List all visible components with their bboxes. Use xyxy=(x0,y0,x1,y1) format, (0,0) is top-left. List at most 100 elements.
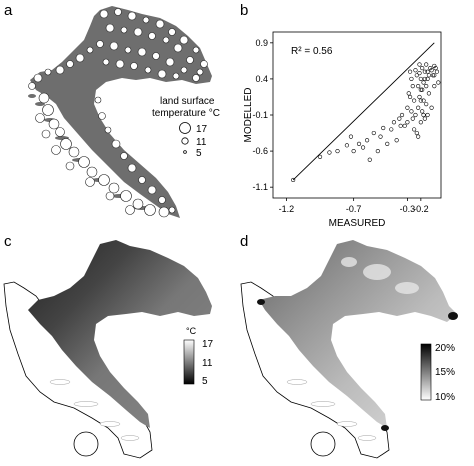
legend-entry-11: 11 xyxy=(196,137,207,148)
station-marker xyxy=(144,204,156,216)
scatter-point xyxy=(421,98,426,103)
x-axis-label: MEASURED xyxy=(329,218,386,229)
station-marker xyxy=(127,163,137,173)
station-marker xyxy=(157,69,167,79)
panel-label-b: b xyxy=(240,2,249,19)
station-marker xyxy=(28,82,36,90)
scatter-point xyxy=(402,123,407,128)
scatter-point xyxy=(416,105,421,110)
scatter-point xyxy=(418,98,423,103)
scatter-point xyxy=(432,63,437,69)
station-marker xyxy=(133,27,143,37)
scatter-point xyxy=(426,91,432,96)
station-marker xyxy=(115,59,125,69)
scatter-point xyxy=(407,69,413,74)
scatter-point xyxy=(348,134,354,139)
scatter-point xyxy=(420,109,425,114)
station-marker xyxy=(124,46,132,54)
station-marker xyxy=(192,74,200,82)
station-marker xyxy=(38,92,50,104)
scatter-point xyxy=(394,138,399,143)
scatter-point xyxy=(406,91,411,96)
station-marker xyxy=(127,11,137,21)
station-marker xyxy=(132,198,144,210)
station-marker xyxy=(86,46,94,54)
station-marker xyxy=(44,68,52,76)
scatter-point xyxy=(418,120,423,125)
station-marker xyxy=(98,174,110,186)
scatter-point xyxy=(424,102,429,107)
station-marker xyxy=(55,127,65,137)
station-marker xyxy=(42,104,54,116)
scatter-point xyxy=(416,134,421,139)
scatter-point xyxy=(381,125,386,131)
station-marker xyxy=(94,96,102,104)
station-marker xyxy=(48,118,60,130)
legend-title-line2: temperature °C xyxy=(152,108,220,119)
scatter-point xyxy=(317,154,323,159)
scatter-point xyxy=(421,112,426,118)
scatter-point xyxy=(424,84,429,89)
scatter-point xyxy=(371,130,376,136)
x-tick-label: -1.2 xyxy=(279,204,295,214)
scatter-point xyxy=(405,120,410,125)
scatter-point xyxy=(433,65,438,71)
colorbar-c-tick-11: 11 xyxy=(202,358,213,369)
station-marker xyxy=(105,191,115,201)
bright-patches xyxy=(341,257,419,294)
scatter-point xyxy=(409,76,414,82)
station-marker xyxy=(147,185,157,195)
station-marker xyxy=(168,28,176,36)
legend-circle-medium xyxy=(181,137,189,145)
station-marker xyxy=(55,65,65,75)
scatter-point xyxy=(385,141,390,146)
y-tick-label: -1.1 xyxy=(252,182,268,192)
station-marker xyxy=(192,46,200,54)
scatter-point xyxy=(429,68,434,73)
scatter-point xyxy=(397,116,402,121)
station-marker xyxy=(144,66,152,74)
station-marker xyxy=(165,57,175,67)
station-marker xyxy=(158,196,166,204)
scatter-point xyxy=(398,123,403,128)
x-tick-label: -0.3 xyxy=(400,204,416,214)
station-marker xyxy=(120,190,132,202)
station-marker xyxy=(200,60,208,68)
station-marker xyxy=(109,41,119,51)
station-marker xyxy=(41,129,51,139)
colorbar-c-tick-17: 17 xyxy=(202,339,214,350)
scatter-point xyxy=(418,87,423,92)
station-marker xyxy=(75,53,85,63)
colorbar-c-tick-5: 5 xyxy=(202,376,208,387)
scatter-point xyxy=(417,62,422,67)
colorbar-d xyxy=(420,343,432,401)
station-marker xyxy=(180,66,188,74)
scatter-point xyxy=(412,98,417,103)
temperature-raster xyxy=(28,240,212,428)
offshore-island-d xyxy=(310,431,336,457)
scatter-point xyxy=(389,127,394,132)
x-tick-label: -0.2 xyxy=(413,204,429,214)
scatter-point xyxy=(409,109,414,114)
station-marker xyxy=(142,16,150,24)
dark-patches xyxy=(257,299,458,431)
scatter-point xyxy=(436,80,441,85)
station-marker xyxy=(168,206,176,214)
scatter-point xyxy=(430,73,436,78)
station-marker xyxy=(186,56,194,64)
scatter-point xyxy=(432,84,437,89)
station-marker xyxy=(155,19,165,29)
station-marker xyxy=(125,205,135,215)
scatter-point xyxy=(420,65,425,71)
colorbar-d-tick-10: 10% xyxy=(435,392,455,403)
station-marker xyxy=(99,9,109,19)
scatter-point xyxy=(399,112,405,118)
scatter-point xyxy=(405,105,410,110)
station-marker xyxy=(85,177,95,187)
scatter-point xyxy=(429,105,434,110)
colorbar-c xyxy=(183,339,195,385)
scatter-point xyxy=(367,157,372,162)
scatter-point xyxy=(422,76,427,82)
panel-label-c: c xyxy=(4,233,12,250)
y-tick-label: -0.6 xyxy=(252,146,268,156)
